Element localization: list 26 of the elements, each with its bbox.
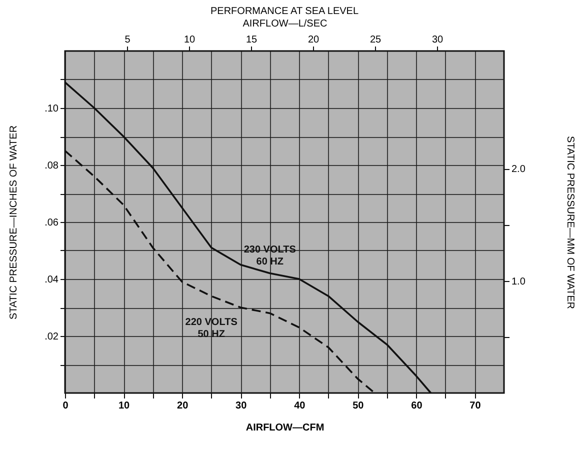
x-tick-label: 70 xyxy=(470,400,482,412)
x2-tick-label: 10 xyxy=(184,34,196,46)
y-axis-title: STATIC PRESSURE—INCHES OF WATER xyxy=(8,125,20,320)
x2-tick-label: 15 xyxy=(246,34,258,46)
x-tick-label: 40 xyxy=(294,400,306,412)
y2-tick-label: 1.0 xyxy=(512,276,526,288)
x2-tick-label: 25 xyxy=(370,34,382,46)
x2-tick-label: 20 xyxy=(308,34,320,46)
x-tick-label: 30 xyxy=(236,400,248,412)
x2-tick-label: 30 xyxy=(432,34,444,46)
x-tick-label: 0 xyxy=(62,400,69,412)
y2-axis-title: STATIC PRESSURE—MM OF WATER xyxy=(564,136,576,309)
x-axis-title: AIRFLOW—CFM xyxy=(246,422,324,434)
chart-title: PERFORMANCE AT SEA LEVEL xyxy=(210,6,359,17)
x-tick-label: 10 xyxy=(118,400,130,412)
y-tick-label: .08 xyxy=(44,160,59,172)
x-tick-label: 60 xyxy=(411,400,423,412)
x2-axis-title: AIRFLOW—L/SEC xyxy=(242,18,328,30)
y2-tick-label: 2.0 xyxy=(512,164,526,176)
x2-tick-label: 5 xyxy=(124,34,131,46)
y-tick-label: .06 xyxy=(44,218,59,228)
x-tick-label: 20 xyxy=(177,400,189,412)
y-tick-label: .04 xyxy=(44,274,59,286)
x-tick-label: 50 xyxy=(352,400,364,412)
y-tick-label: .02 xyxy=(44,332,59,342)
y-tick-label: .10 xyxy=(44,104,59,114)
